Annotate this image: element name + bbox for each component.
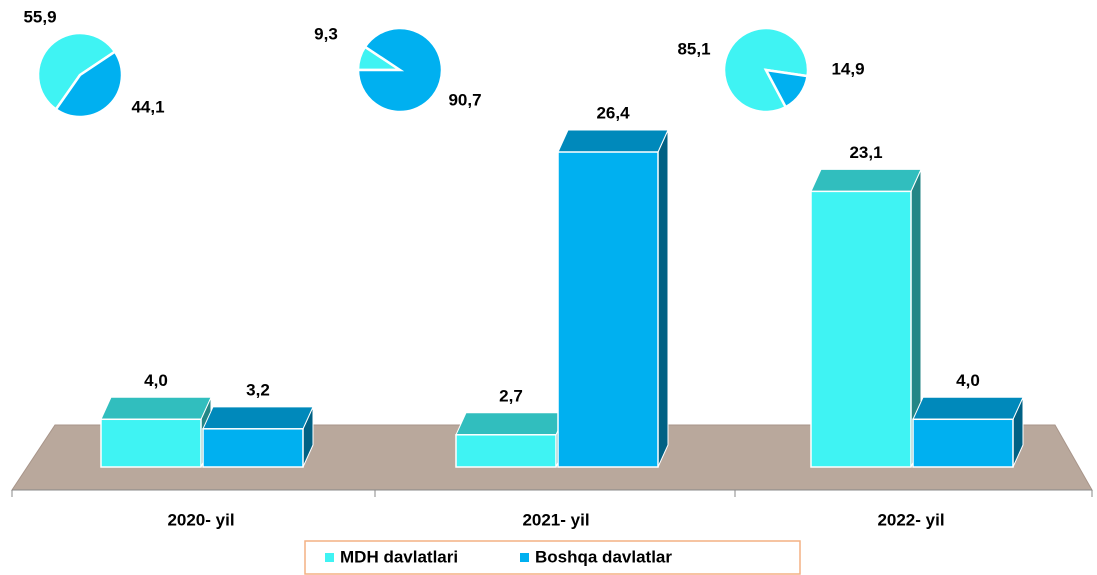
bar-front xyxy=(202,428,304,468)
bar-top xyxy=(202,406,314,430)
bar xyxy=(557,129,669,468)
legend-swatch xyxy=(325,553,334,562)
bar-front xyxy=(455,434,557,468)
bar-top xyxy=(810,168,922,192)
bar-front xyxy=(557,151,659,468)
x-tick-label: 2022- yil xyxy=(877,510,944,529)
legend-swatch xyxy=(520,553,529,562)
data-label: 9,3 xyxy=(314,24,338,43)
legend-label: Boshqa davlatlar xyxy=(535,547,672,566)
bar-front xyxy=(810,190,912,468)
bar xyxy=(912,396,1024,468)
bar xyxy=(100,396,212,468)
bar-top xyxy=(455,412,567,436)
legend-box xyxy=(304,540,801,575)
data-label: 3,2 xyxy=(246,380,270,399)
data-label: 90,7 xyxy=(448,90,481,109)
pie-slice xyxy=(763,68,809,109)
pie-slice xyxy=(356,26,444,114)
bar-front xyxy=(100,418,202,468)
data-label: 14,9 xyxy=(831,59,864,78)
data-label: 4,0 xyxy=(144,371,168,390)
bar xyxy=(810,168,922,468)
bar xyxy=(202,406,314,468)
data-label: 26,4 xyxy=(596,103,630,122)
legend-label: MDH davlatlari xyxy=(340,547,458,566)
bar-front xyxy=(912,418,1014,468)
data-label: 44,1 xyxy=(131,97,164,116)
bar xyxy=(455,412,567,468)
bar-top xyxy=(912,396,1024,420)
data-label: 85,1 xyxy=(677,39,710,58)
bar-top xyxy=(557,129,669,153)
x-tick-label: 2021- yil xyxy=(522,510,589,529)
data-label: 4,0 xyxy=(956,371,980,390)
pie-slice xyxy=(54,49,124,119)
data-label: 55,9 xyxy=(23,7,56,26)
pie-slice xyxy=(36,31,117,112)
x-tick-label: 2020- yil xyxy=(167,510,234,529)
bar-side xyxy=(657,129,669,468)
bar-top xyxy=(100,396,212,420)
data-label: 2,7 xyxy=(499,386,523,405)
data-label: 23,1 xyxy=(849,143,882,162)
